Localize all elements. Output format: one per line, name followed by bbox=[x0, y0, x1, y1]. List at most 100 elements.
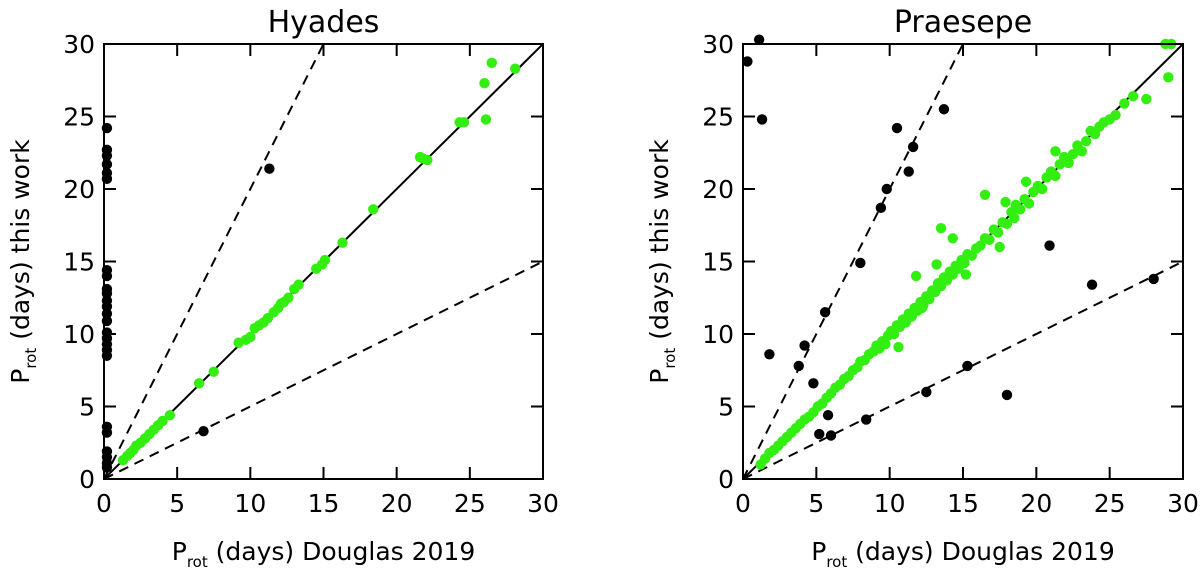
x-axis-label-text: (days) Douglas 2019 bbox=[208, 537, 476, 566]
data-point-agree bbox=[888, 328, 900, 340]
y-tick-label: 10 bbox=[702, 320, 734, 349]
data-point-agree bbox=[1000, 196, 1011, 208]
x-tick-label: 10 bbox=[234, 489, 266, 518]
data-point-agree bbox=[479, 77, 490, 89]
x-axis-label-subscript: rot bbox=[826, 553, 847, 571]
data-point-agree bbox=[1015, 204, 1026, 215]
data-point-agree bbox=[245, 331, 256, 343]
reference-line-1-2-harmonic bbox=[743, 260, 1183, 479]
data-point-disagree bbox=[891, 122, 903, 134]
data-point-disagree bbox=[819, 307, 831, 318]
x-tick-label: 5 bbox=[808, 489, 824, 518]
data-point-agree bbox=[1119, 98, 1130, 109]
x-tick-label: 15 bbox=[308, 489, 340, 518]
praesepe-plot: 0 5 10 15 20 25 30 0 5 10 15 20 25 30 Praesepe Prot (da… bbox=[645, 5, 1199, 571]
chart-title: Praesepe bbox=[894, 5, 1032, 40]
data-point-disagree bbox=[907, 141, 919, 153]
data-point-agree bbox=[293, 279, 304, 290]
x-tick-label: 0 bbox=[735, 489, 751, 518]
y-tick-label: 10 bbox=[63, 320, 95, 349]
data-point-agree bbox=[1050, 146, 1061, 157]
y-axis-label-symbol: P bbox=[6, 369, 35, 384]
data-point-disagree bbox=[861, 414, 872, 425]
x-axis-label: Prot (days) Douglas 2019 bbox=[172, 537, 476, 571]
x-tick-label: 20 bbox=[381, 489, 413, 518]
data-point-agree bbox=[480, 114, 492, 125]
chart-title: Hyades bbox=[268, 5, 380, 40]
y-tick-label: 25 bbox=[702, 103, 734, 132]
y-tick-label: 5 bbox=[718, 393, 734, 422]
data-point-agree bbox=[959, 257, 970, 269]
data-point-agree bbox=[993, 227, 1004, 238]
y-tick-label: 0 bbox=[718, 465, 734, 494]
x-tick-label: 30 bbox=[527, 489, 559, 518]
data-point-agree bbox=[924, 294, 935, 305]
hyades-plot: 0 5 10 15 20 25 30 0 5 10 15 20 25 30 Hyades Prot (days… bbox=[6, 5, 559, 571]
data-point-disagree bbox=[264, 163, 275, 174]
data-point-agree bbox=[893, 341, 904, 353]
data-point-disagree bbox=[814, 428, 825, 440]
y-axis-label-subscript: rot bbox=[22, 348, 40, 369]
data-point-agree bbox=[157, 415, 168, 427]
y-tick-label: 20 bbox=[702, 175, 734, 204]
data-point-agree bbox=[935, 222, 947, 234]
reference-line-1-2-harmonic bbox=[104, 260, 543, 479]
data-point-agree bbox=[979, 189, 991, 200]
y-tick-label: 25 bbox=[63, 103, 95, 132]
data-point-agree bbox=[1037, 183, 1048, 195]
x-axis-label-text: (days) Douglas 2019 bbox=[847, 537, 1115, 566]
data-point-agree bbox=[509, 63, 521, 74]
data-point-disagree bbox=[198, 425, 209, 437]
data-point-disagree bbox=[881, 183, 892, 195]
data-point-agree bbox=[1127, 91, 1139, 102]
data-point-agree bbox=[1067, 149, 1079, 160]
x-tick-label: 10 bbox=[874, 489, 906, 518]
x-axis-label: Prot (days) Douglas 2019 bbox=[811, 537, 1115, 571]
data-point-agree bbox=[1076, 146, 1088, 157]
x-tick-label: 0 bbox=[96, 489, 112, 518]
data-point-disagree bbox=[822, 410, 834, 421]
data-point-disagree bbox=[962, 360, 973, 372]
y-tick-label: 30 bbox=[702, 30, 734, 59]
data-point-agree bbox=[1163, 72, 1174, 83]
x-axis-label-symbol: P bbox=[172, 537, 187, 566]
y-tick-label: 20 bbox=[63, 175, 95, 204]
data-point-agree bbox=[910, 270, 922, 282]
data-point-agree bbox=[947, 233, 958, 244]
x-tick-label: 5 bbox=[169, 489, 185, 518]
y-axis-label-subscript: rot bbox=[661, 348, 679, 369]
x-tick-label: 20 bbox=[1020, 489, 1052, 518]
data-point-disagree bbox=[799, 340, 810, 351]
data-point-disagree bbox=[938, 104, 950, 115]
data-point-disagree bbox=[753, 34, 765, 45]
data-point-disagree bbox=[903, 166, 914, 177]
data-point-agree bbox=[164, 410, 176, 421]
data-point-disagree bbox=[756, 114, 768, 125]
data-point-disagree bbox=[1044, 240, 1055, 251]
data-point-agree bbox=[208, 366, 219, 377]
y-axis-label-text: (days) this work bbox=[6, 139, 35, 348]
data-point-agree bbox=[337, 237, 348, 248]
data-point-agree bbox=[319, 254, 331, 266]
x-tick-label: 30 bbox=[1167, 489, 1199, 518]
data-point-disagree bbox=[921, 386, 932, 398]
data-point-agree bbox=[1063, 157, 1074, 169]
data-point-agree bbox=[1050, 170, 1061, 182]
data-point-disagree bbox=[825, 430, 837, 441]
data-point-disagree bbox=[764, 349, 775, 360]
x-tick-label: 25 bbox=[454, 489, 486, 518]
data-point-disagree bbox=[855, 257, 866, 269]
data-point-disagree bbox=[1001, 389, 1013, 401]
y-axis-label: Prot (days) this work bbox=[6, 139, 40, 384]
data-point-agree bbox=[984, 234, 995, 245]
x-tick-label: 25 bbox=[1094, 489, 1126, 518]
data-point-agree bbox=[1009, 212, 1020, 224]
data-point-disagree bbox=[793, 360, 804, 372]
y-tick-label: 15 bbox=[63, 248, 95, 277]
y-tick-label: 5 bbox=[79, 393, 95, 422]
y-axis-label-text: (days) this work bbox=[645, 139, 674, 348]
data-point-agree bbox=[1020, 176, 1032, 187]
data-point-disagree bbox=[1148, 273, 1159, 285]
data-point-agree bbox=[458, 117, 470, 128]
